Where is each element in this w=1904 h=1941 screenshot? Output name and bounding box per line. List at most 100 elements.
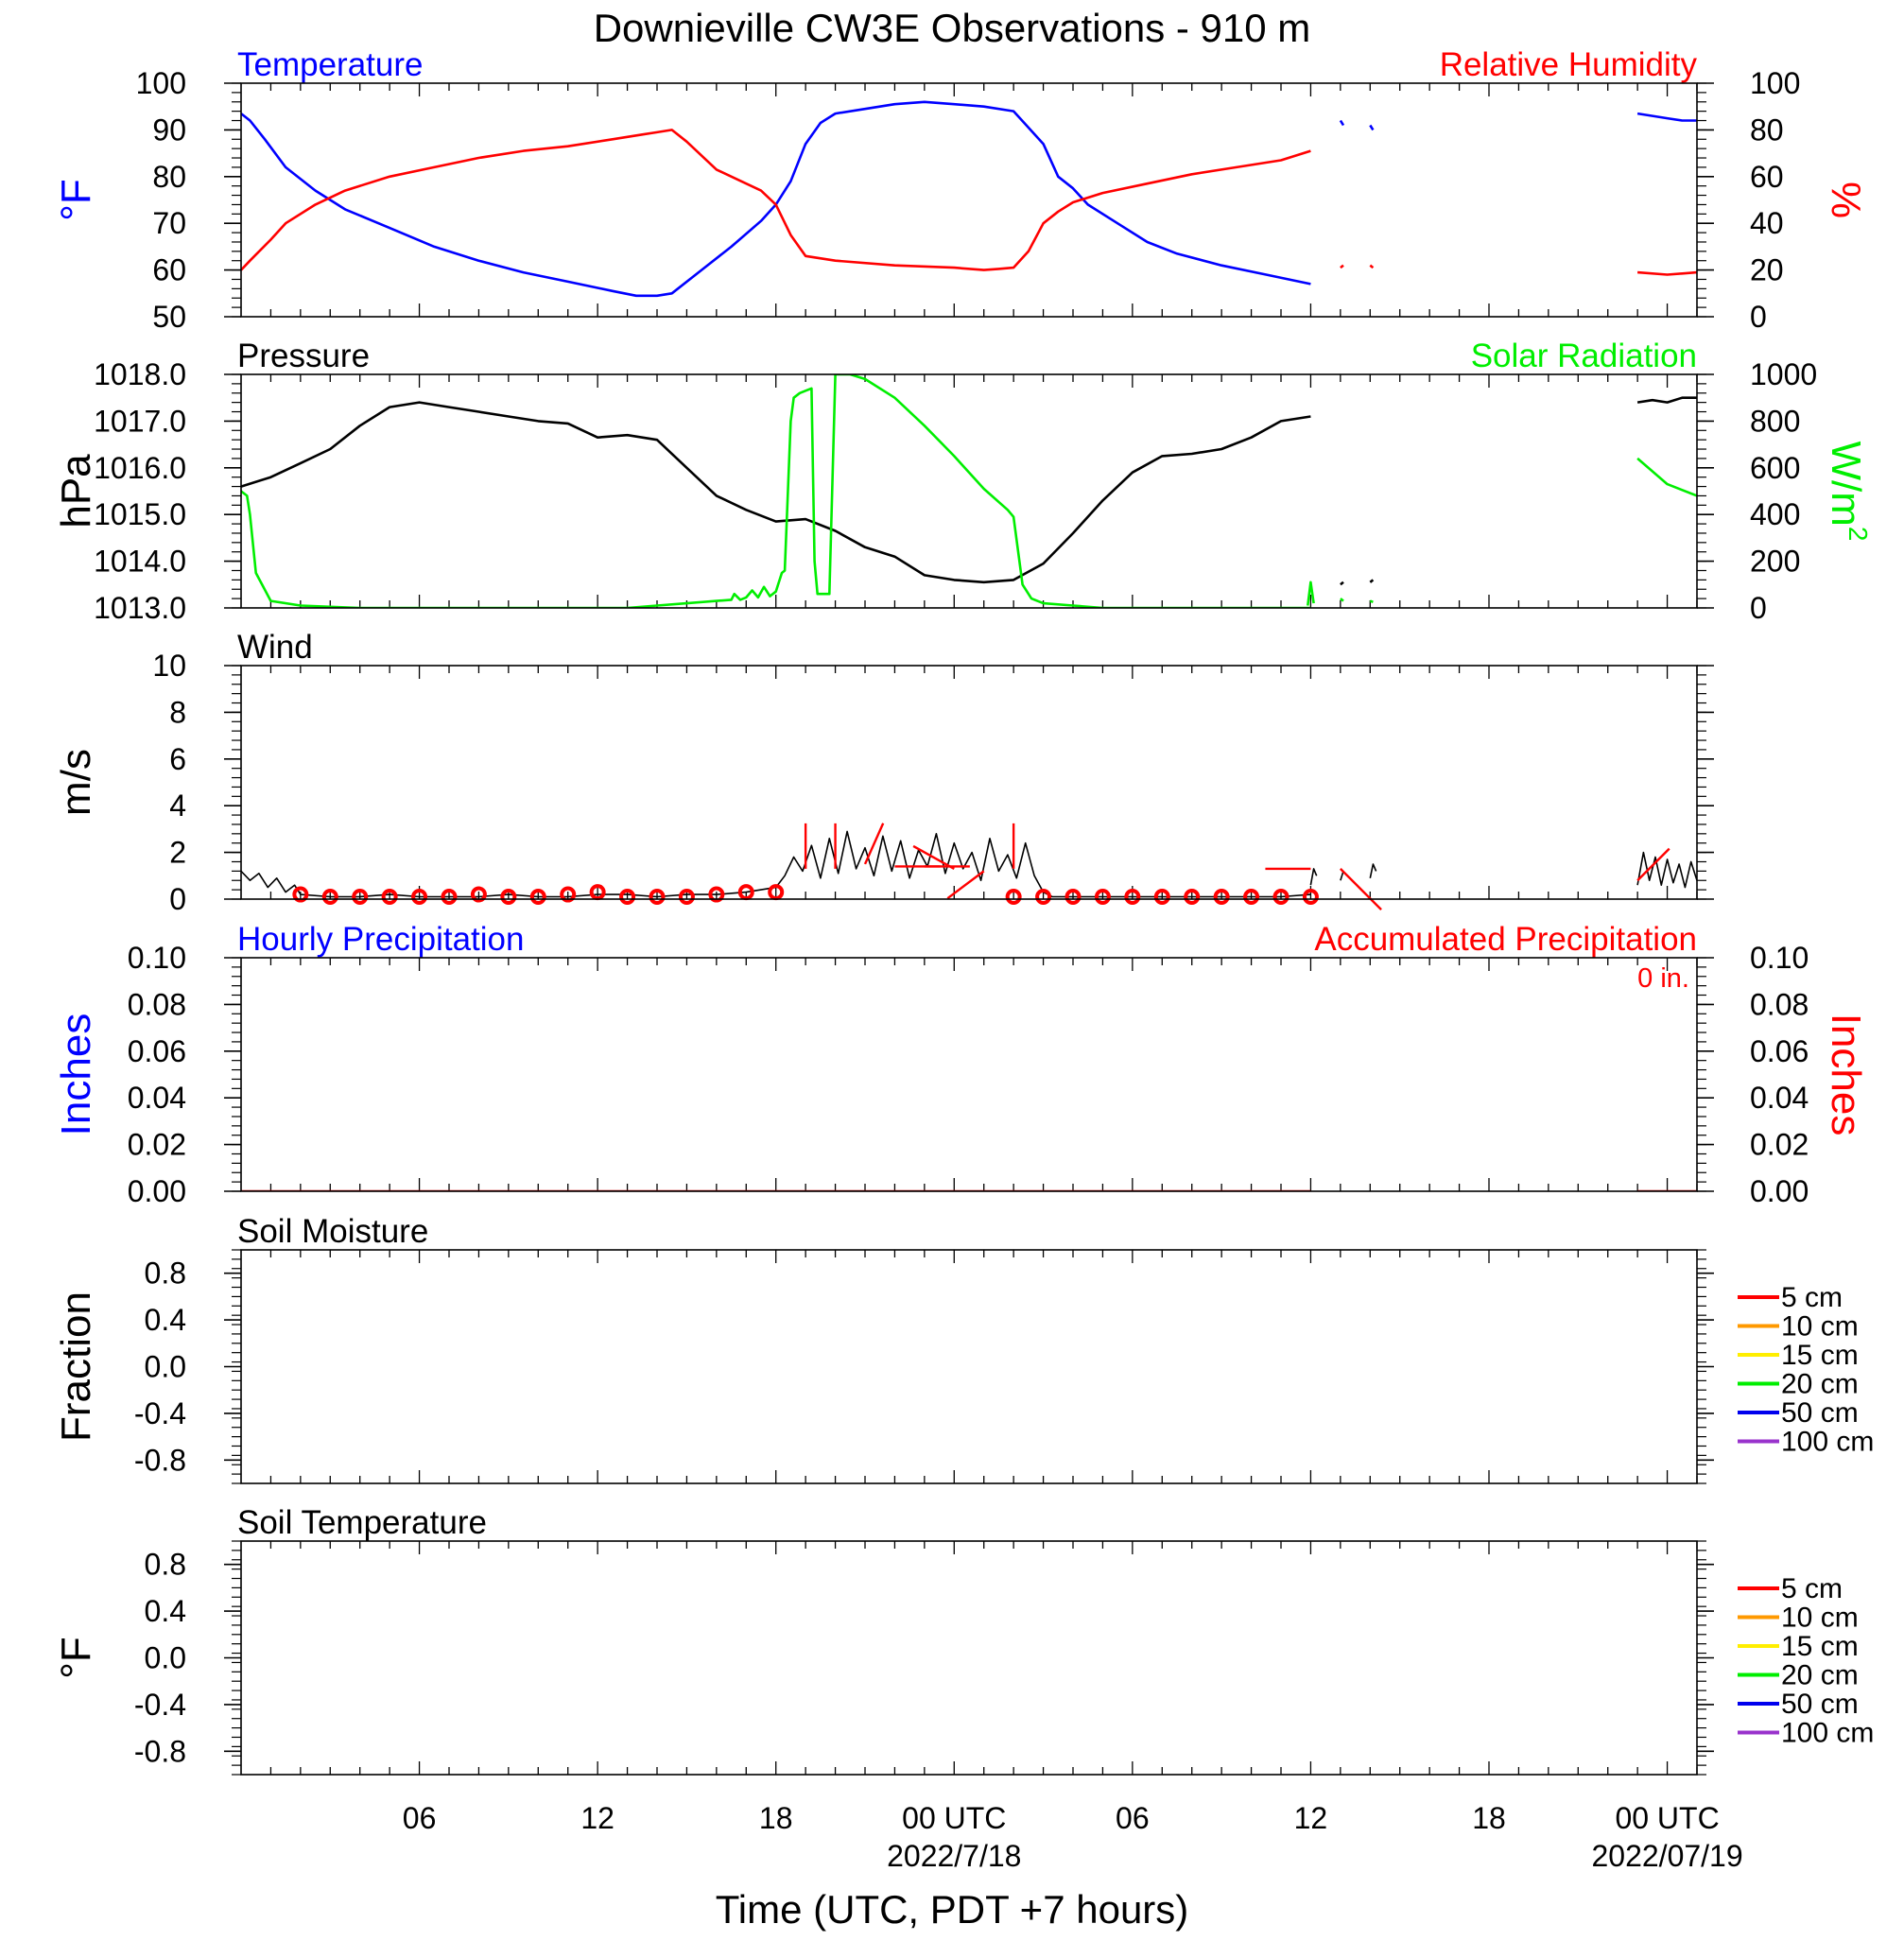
y-tick-label-left: -0.4 xyxy=(134,1688,186,1722)
wind-barb xyxy=(912,844,955,870)
y-tick-label-left: 80 xyxy=(152,160,186,194)
y-tick-label-right: 0.00 xyxy=(1750,1174,1809,1208)
calm-wind-circle xyxy=(470,886,487,903)
plot-frame xyxy=(240,957,1698,1192)
legend-label: 10 cm xyxy=(1781,1311,1859,1343)
y-tick-label-left: 70 xyxy=(152,206,186,240)
legend-label: 15 cm xyxy=(1781,1340,1859,1371)
calm-wind-circle xyxy=(1272,889,1290,906)
panel-2: 1013.0 1014.0 1015.0 1016.0 1017.0 1018.0 0 200… xyxy=(53,338,1873,625)
y-tick-label-right: 20 xyxy=(1750,253,1784,287)
series-line-wind xyxy=(1309,868,1318,886)
series-group xyxy=(241,374,1697,608)
panel-3: 0 2 4 6 8 10 Wind m/s xyxy=(53,629,1714,916)
y-tick-label-right: 0.02 xyxy=(1750,1128,1809,1162)
series-line-temperature xyxy=(241,100,1311,298)
calm-wind-circle xyxy=(560,886,577,903)
series-line-solar-radiation xyxy=(1636,457,1697,497)
y-axis-label-left: Fraction xyxy=(53,1291,99,1442)
legend-label: 20 cm xyxy=(1781,1660,1859,1691)
y-tick-label-left: 0.04 xyxy=(128,1081,186,1115)
x-axis: 06 12 18 00 UTC 2022/7/18 06 12 18 00 UTC 2022/07… xyxy=(403,1801,1743,1873)
legend-label: 100 cm xyxy=(1781,1718,1874,1749)
panel-title-right: Accumulated Precipitation xyxy=(1314,921,1697,958)
accumulated-total-label: 0 in. xyxy=(1637,963,1689,994)
y-tick-label-left: 1018.0 xyxy=(94,357,186,391)
y-tick-label-left: 0.8 xyxy=(145,1548,186,1582)
series-line-pressure xyxy=(1340,581,1344,586)
y-axis-label-left: Inches xyxy=(53,1014,99,1136)
x-tick-label: 12 xyxy=(1294,1801,1328,1835)
panel-title-right: Relative Humidity xyxy=(1440,46,1698,83)
y-axis-label-right-superscript: 2 xyxy=(1843,527,1873,542)
y-tick-label-right: 0.06 xyxy=(1750,1034,1809,1068)
panel-title-left: Wind xyxy=(237,629,313,666)
series-line-pressure xyxy=(241,401,1311,584)
y-tick-label-left: 0.00 xyxy=(128,1174,186,1208)
x-tick-label: 06 xyxy=(403,1801,437,1835)
legend-label: 20 cm xyxy=(1781,1369,1859,1400)
legend-label: 10 cm xyxy=(1781,1603,1859,1634)
y-tick-label-right: 80 xyxy=(1750,113,1784,147)
calm-wind-circle xyxy=(619,889,636,906)
y-tick-label-left: 0 xyxy=(169,882,186,916)
y-tick-label-left: 0.0 xyxy=(145,1641,186,1675)
panel-1: 50 60 70 80 90 100 0 20 40 60 80 100 Temperature Rela… xyxy=(53,46,1869,334)
calm-wind-circle xyxy=(1065,889,1082,906)
panel-title-left: Pressure xyxy=(237,338,370,374)
series-line-wind xyxy=(241,830,1311,898)
series-group xyxy=(241,830,1697,898)
y-axis-label-left: m/s xyxy=(53,749,99,816)
y-tick-label-right: 40 xyxy=(1750,206,1784,240)
y-tick-label-left: 0.4 xyxy=(145,1594,186,1628)
y-tick-label-right: 400 xyxy=(1750,497,1800,531)
plot-frame xyxy=(240,1249,1698,1484)
series-line-wind xyxy=(1369,863,1377,878)
y-tick-label-left: 4 xyxy=(169,789,186,823)
calm-wind-circle xyxy=(708,886,725,903)
plot-frame xyxy=(240,373,1698,609)
series-line-wind xyxy=(1636,851,1697,889)
legend-label: 5 cm xyxy=(1781,1282,1843,1313)
y-tick-label-right: 0 xyxy=(1750,591,1767,625)
series-line-relative-humidity xyxy=(1637,270,1697,276)
y-tick-label-left: 0.06 xyxy=(128,1034,186,1068)
series-group xyxy=(241,100,1697,298)
y-axis-label-left: °F xyxy=(53,1637,99,1678)
y-tick-label-right: 0 xyxy=(1750,300,1767,334)
series-line-relative-humidity xyxy=(1340,264,1344,269)
plot-frame xyxy=(240,665,1698,900)
x-tick-label: 18 xyxy=(1472,1801,1506,1835)
y-tick-label-left: -0.4 xyxy=(134,1396,186,1430)
y-axis-label-right-text: % xyxy=(1823,182,1869,218)
calm-wind-circle xyxy=(1094,889,1111,906)
y-axis-label-right: W/m2 xyxy=(1823,442,1873,542)
y-tick-label-left: 1016.0 xyxy=(94,451,186,485)
y-axis-label-right-text: Inches xyxy=(1823,1014,1869,1136)
calm-wind-circle xyxy=(1124,889,1141,906)
calm-wind-circle xyxy=(321,889,338,906)
calm-wind-circle xyxy=(1302,889,1319,906)
x-tick-label: 18 xyxy=(759,1801,793,1835)
x-tick-label: 00 UTC xyxy=(902,1801,1006,1835)
y-tick-label-left: 0.0 xyxy=(145,1350,186,1384)
calm-wind-circle xyxy=(529,889,546,906)
y-axis-label-left: hPa xyxy=(53,454,99,529)
calm-wind-circle xyxy=(381,889,398,906)
y-tick-label-left: 1014.0 xyxy=(94,545,186,579)
calm-wind-circle xyxy=(1243,889,1260,906)
y-tick-label-left: 6 xyxy=(169,742,186,776)
legend-label: 50 cm xyxy=(1781,1397,1859,1429)
y-tick-label-left: 1017.0 xyxy=(94,404,186,438)
wind-barb xyxy=(863,823,885,865)
panel-title-left: Temperature xyxy=(237,46,423,83)
calm-wind-circle xyxy=(500,889,517,906)
calm-wind-circle xyxy=(411,889,428,906)
y-tick-label-right: 60 xyxy=(1750,160,1784,194)
y-tick-label-left: -0.8 xyxy=(134,1443,186,1477)
x-axis-label: Time (UTC, PDT +7 hours) xyxy=(716,1887,1189,1932)
x-tick-date: 2022/07/19 xyxy=(1591,1839,1742,1873)
y-tick-label-right: 100 xyxy=(1750,66,1800,100)
